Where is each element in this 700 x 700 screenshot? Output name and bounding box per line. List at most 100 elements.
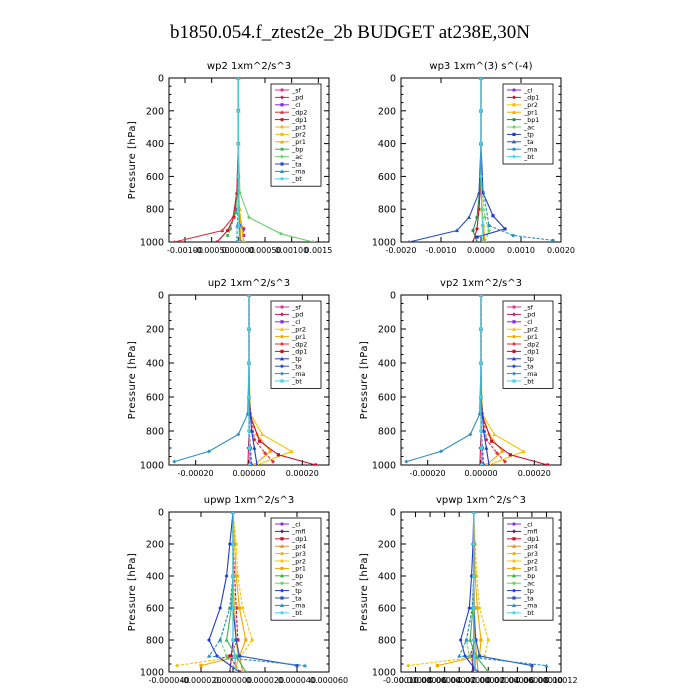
data-point-ma xyxy=(404,459,409,464)
plot-area xyxy=(175,512,308,672)
x-tick-label: 0.00012 xyxy=(544,676,577,685)
data-point-cl xyxy=(242,233,246,238)
data-point-bt xyxy=(472,638,476,642)
y-tick-label: 200 xyxy=(378,540,396,551)
data-point-bt xyxy=(472,512,476,514)
legend-marker-pr4 xyxy=(279,544,285,548)
data-point-bt xyxy=(481,240,485,242)
x-tick-label: -0.0010 xyxy=(426,246,457,255)
y-tick-label: 600 xyxy=(146,172,164,183)
data-point-tp xyxy=(484,445,489,450)
legend-marker-tp xyxy=(512,132,516,136)
data-point-bt xyxy=(479,446,484,450)
data-point-bt xyxy=(236,207,240,211)
legend-label: _pd xyxy=(523,311,535,319)
data-point-bt xyxy=(479,429,483,433)
data-point-tp xyxy=(475,235,479,239)
y-tick-label: 200 xyxy=(146,325,164,336)
legend-label: _ta xyxy=(523,138,534,146)
legend-label: _ta xyxy=(291,594,302,602)
chart-panel-wp2: wp2 1xm^2/s^3 0 200 400 600 800 1000-0.00100-0… xyxy=(127,61,332,255)
data-point-bt xyxy=(479,174,483,179)
legend-label: _pr2 xyxy=(523,326,538,334)
data-point-dp2 xyxy=(220,228,225,233)
data-point-tp xyxy=(252,445,257,450)
data-point-ma xyxy=(235,239,238,242)
data-point-bt xyxy=(236,142,240,146)
legend-marker-dp1 xyxy=(280,118,284,122)
data-point-dp2 xyxy=(495,451,499,456)
data-point-pr4 xyxy=(241,669,244,672)
data-point-dp1 xyxy=(234,606,238,610)
legend-marker-bt xyxy=(512,611,516,615)
data-point-bt xyxy=(231,606,235,610)
y-tick-label: 0 xyxy=(158,508,164,519)
data-point-bt xyxy=(479,141,483,146)
data-point-dp1 xyxy=(471,240,475,242)
legend-label: _mfl xyxy=(523,528,537,536)
y-tick-label: 400 xyxy=(378,139,396,150)
data-point-tp xyxy=(237,670,242,672)
legend-marker-ta xyxy=(280,596,284,600)
plot-area xyxy=(406,512,549,672)
plot-area xyxy=(172,295,318,465)
legend-label: _bp xyxy=(291,572,303,580)
data-point-pr2 xyxy=(175,663,179,668)
y-tick-label: 1000 xyxy=(372,461,396,472)
legend-label: _dp1 xyxy=(523,348,539,356)
legend-marker-pr3 xyxy=(512,552,516,556)
legend-label: _pr1 xyxy=(291,138,306,146)
legend-marker-pr4 xyxy=(511,544,517,548)
series-line-tp xyxy=(208,512,240,672)
legend-box xyxy=(270,83,322,187)
legend-label: _dp1 xyxy=(291,116,307,124)
data-point-dp1 xyxy=(546,463,550,465)
data-point-bp1 xyxy=(475,240,479,242)
legend-label: _cl xyxy=(291,318,301,326)
legend-box xyxy=(270,517,322,621)
data-point-bp1 xyxy=(471,228,475,233)
data-point-ac xyxy=(487,228,491,233)
legend-marker-cl xyxy=(512,88,516,92)
legend-marker-tp xyxy=(512,588,516,593)
data-point-bt xyxy=(233,654,237,658)
data-point-bp xyxy=(244,669,247,672)
legend-marker-cl xyxy=(512,320,516,324)
data-point-bp1 xyxy=(475,215,479,219)
chart-panel-vp2: vp2 1xm^2/s^3 0 200 400 600 800 1000 -0.00020 0.… xyxy=(359,278,562,478)
legend-label: _ta xyxy=(291,363,302,371)
x-tick-label: -0.00100 xyxy=(167,246,203,255)
data-point-bp xyxy=(487,669,490,672)
data-point-bt xyxy=(237,224,241,228)
legend-marker-dp1 xyxy=(512,349,516,353)
x-tick-label: -0.00020 xyxy=(178,469,214,478)
legend-label: _ta xyxy=(523,594,534,602)
data-point-ac xyxy=(279,231,283,236)
y-tick-label: 400 xyxy=(378,572,396,583)
data-point-bt xyxy=(479,78,483,80)
data-point-pr1 xyxy=(479,638,483,642)
data-point-pr1 xyxy=(199,664,203,668)
legend-marker-pr2 xyxy=(280,132,284,136)
legend-label: _bt xyxy=(291,175,302,183)
chart-title: up2 1xm^2/s^3 xyxy=(208,278,290,289)
legend-label: _dp2 xyxy=(291,340,307,348)
legend-marker-bt xyxy=(512,379,516,383)
y-tick-label: 1000 xyxy=(372,668,396,679)
legend-label: _tp xyxy=(523,587,534,595)
data-point-tp xyxy=(491,214,495,218)
data-point-ta xyxy=(477,654,482,658)
data-point-ac xyxy=(225,654,229,658)
legend-marker-ac xyxy=(280,154,284,159)
chart-title: vp2 1xm^2/s^3 xyxy=(440,278,522,289)
y-tick-label: 600 xyxy=(146,604,164,615)
legend-marker-ma xyxy=(512,147,516,151)
data-point-pr1 xyxy=(242,239,245,242)
legend-marker-ma xyxy=(279,169,285,173)
y-tick-label: 0 xyxy=(158,74,164,85)
legend-label: _ma xyxy=(523,370,537,378)
legend-label: _pr2 xyxy=(523,557,538,565)
data-point-tp xyxy=(218,606,223,610)
data-point-bt xyxy=(480,223,485,228)
